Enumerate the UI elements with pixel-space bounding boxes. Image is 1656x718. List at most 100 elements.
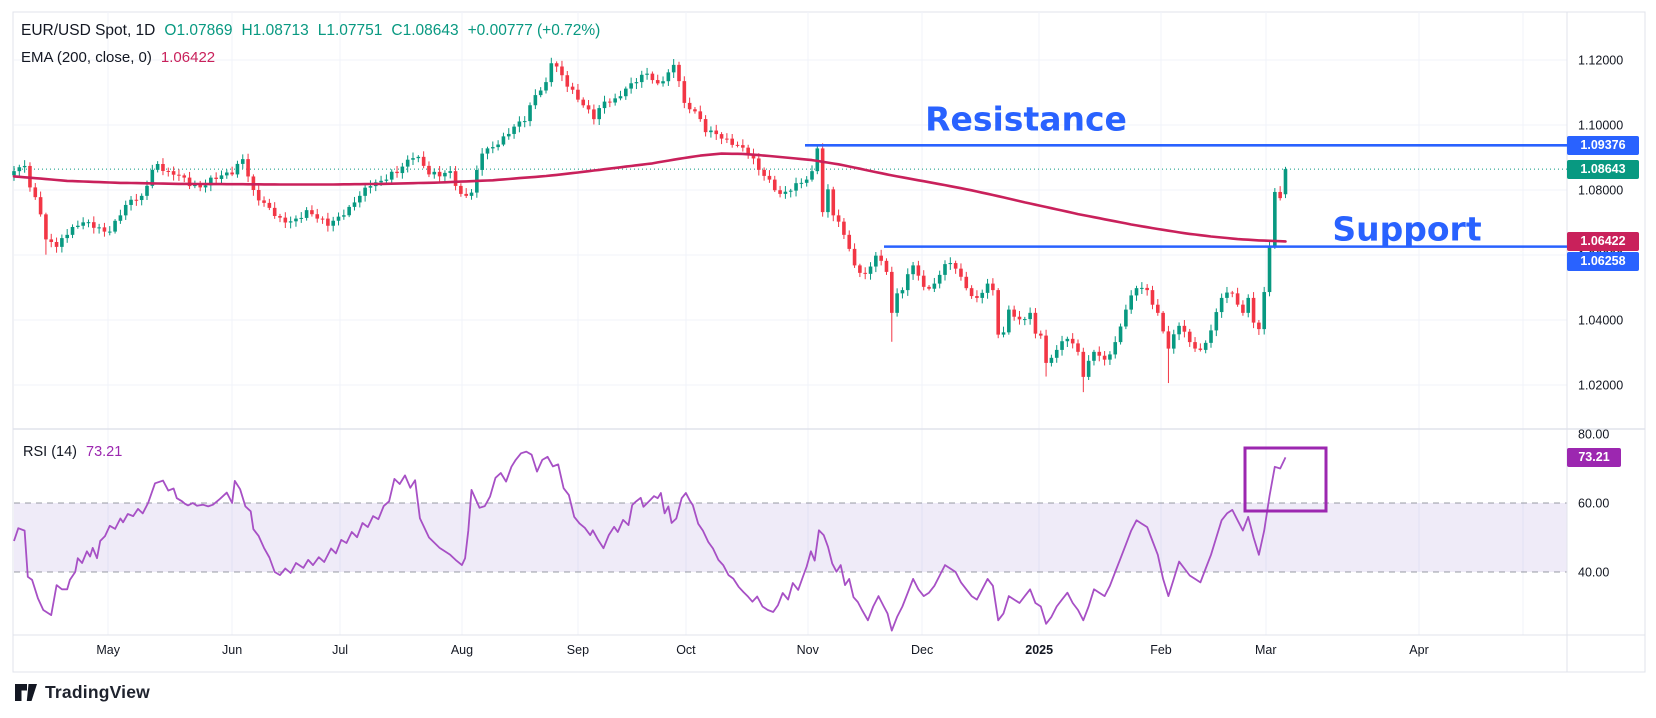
candle-body	[118, 215, 123, 221]
candle-body	[405, 159, 410, 167]
candle-body	[1166, 331, 1171, 349]
candle-body	[501, 136, 506, 145]
candle-body	[549, 63, 554, 83]
candle-body	[1198, 348, 1203, 350]
candle-body	[858, 265, 862, 273]
candle-body	[874, 255, 878, 267]
candle-body	[1076, 343, 1080, 352]
candle-body	[916, 265, 921, 276]
rsi-highlight-box[interactable]	[1243, 446, 1328, 513]
candle-body	[847, 234, 852, 249]
candle-body	[448, 171, 453, 173]
candle-body	[33, 187, 38, 198]
ema-line[interactable]	[12, 152, 1287, 243]
candle-body	[655, 80, 660, 84]
candle-body	[799, 182, 804, 184]
candle-body	[336, 216, 341, 221]
candle-body	[326, 218, 330, 226]
resistance-label[interactable]: Resistance	[925, 99, 1127, 139]
candle-body	[528, 105, 532, 122]
ohlc-close: C1.08643	[391, 22, 459, 39]
candle-body	[576, 89, 580, 100]
candle-body	[485, 148, 490, 154]
candle-body	[1267, 246, 1272, 293]
candle-body	[703, 119, 708, 133]
candle-body	[1118, 326, 1123, 343]
candle-body	[735, 144, 740, 146]
candle-body	[123, 204, 128, 216]
candle-body	[810, 171, 814, 180]
candle-body	[139, 195, 144, 201]
candle-body	[17, 167, 22, 172]
candle-body	[256, 190, 261, 201]
candle-body	[943, 264, 947, 275]
candle-body	[794, 183, 798, 191]
candle-body	[1150, 290, 1155, 305]
candle-body	[554, 63, 559, 67]
candle-body	[49, 239, 54, 242]
candle-body	[203, 185, 208, 188]
candle-body	[586, 105, 591, 110]
candle-body	[1001, 332, 1006, 335]
candle-body	[1038, 333, 1043, 336]
rsi-line[interactable]	[13, 450, 1287, 632]
candle-body	[905, 274, 910, 291]
candle-body	[38, 197, 43, 215]
candle-body	[1065, 338, 1070, 342]
month-label: Oct	[676, 643, 696, 657]
candle-body	[741, 145, 745, 148]
candle-body	[719, 134, 724, 139]
month-label: May	[96, 643, 120, 657]
candle-body	[1081, 351, 1086, 377]
candle-body	[714, 130, 719, 135]
candle-body	[1033, 312, 1038, 334]
time-axis[interactable]: May Jun Jul Aug Sep Oct Nov Dec 2025 Feb Mar Apr	[96, 643, 1428, 657]
candle-body	[1251, 297, 1256, 323]
candle-body	[890, 271, 894, 313]
candle-body	[145, 185, 149, 196]
symbol-legend[interactable]: EUR/USD Spot, 1D O1.07869 H1.08713 L1.07…	[21, 22, 600, 40]
candle-body	[198, 184, 202, 188]
change-value: +0.00777 (+0.72%)	[467, 22, 601, 39]
candle-body	[1278, 191, 1282, 199]
candle-body	[267, 202, 272, 208]
month-label: Jul	[332, 643, 348, 657]
candle-body	[767, 175, 772, 180]
candle-body	[459, 185, 463, 194]
candle-body	[177, 174, 181, 176]
candle-body	[533, 95, 538, 106]
candle-body	[81, 222, 85, 226]
candle-body	[826, 189, 830, 213]
candle-body	[491, 147, 495, 149]
candle-body	[427, 165, 431, 175]
candle-body	[932, 283, 937, 289]
candle-body	[868, 266, 873, 274]
candle-body	[1182, 325, 1187, 332]
price-tick-label: 1.04000	[1578, 314, 1623, 328]
candle-body	[246, 159, 250, 177]
candle-body	[1225, 292, 1229, 298]
candle-body	[1283, 169, 1288, 195]
candle-body	[342, 215, 346, 217]
candle-body	[964, 276, 969, 289]
rsi-legend-label: RSI (14)	[23, 444, 77, 460]
candle-body	[682, 81, 687, 103]
ema-legend[interactable]: EMA (200, close, 0) 1.06422	[21, 49, 215, 66]
candle-body	[421, 156, 426, 166]
candle-body	[65, 234, 69, 239]
candle-body	[12, 171, 16, 176]
candle-body	[70, 226, 75, 235]
candle-body	[92, 222, 96, 228]
rsi-legend[interactable]: RSI (14) 73.21	[23, 444, 122, 460]
tradingview-logo-icon	[15, 684, 37, 701]
tradingview-logo[interactable]: TradingView	[14, 682, 150, 703]
candle-body	[570, 86, 575, 90]
candle-body	[608, 101, 612, 103]
candle-body	[389, 171, 394, 180]
candle-body	[842, 221, 846, 235]
candle-body	[384, 179, 389, 181]
support-label[interactable]: Support	[1332, 209, 1482, 249]
rsi-legend-value: 73.21	[86, 444, 123, 460]
candle-body	[1012, 309, 1016, 317]
